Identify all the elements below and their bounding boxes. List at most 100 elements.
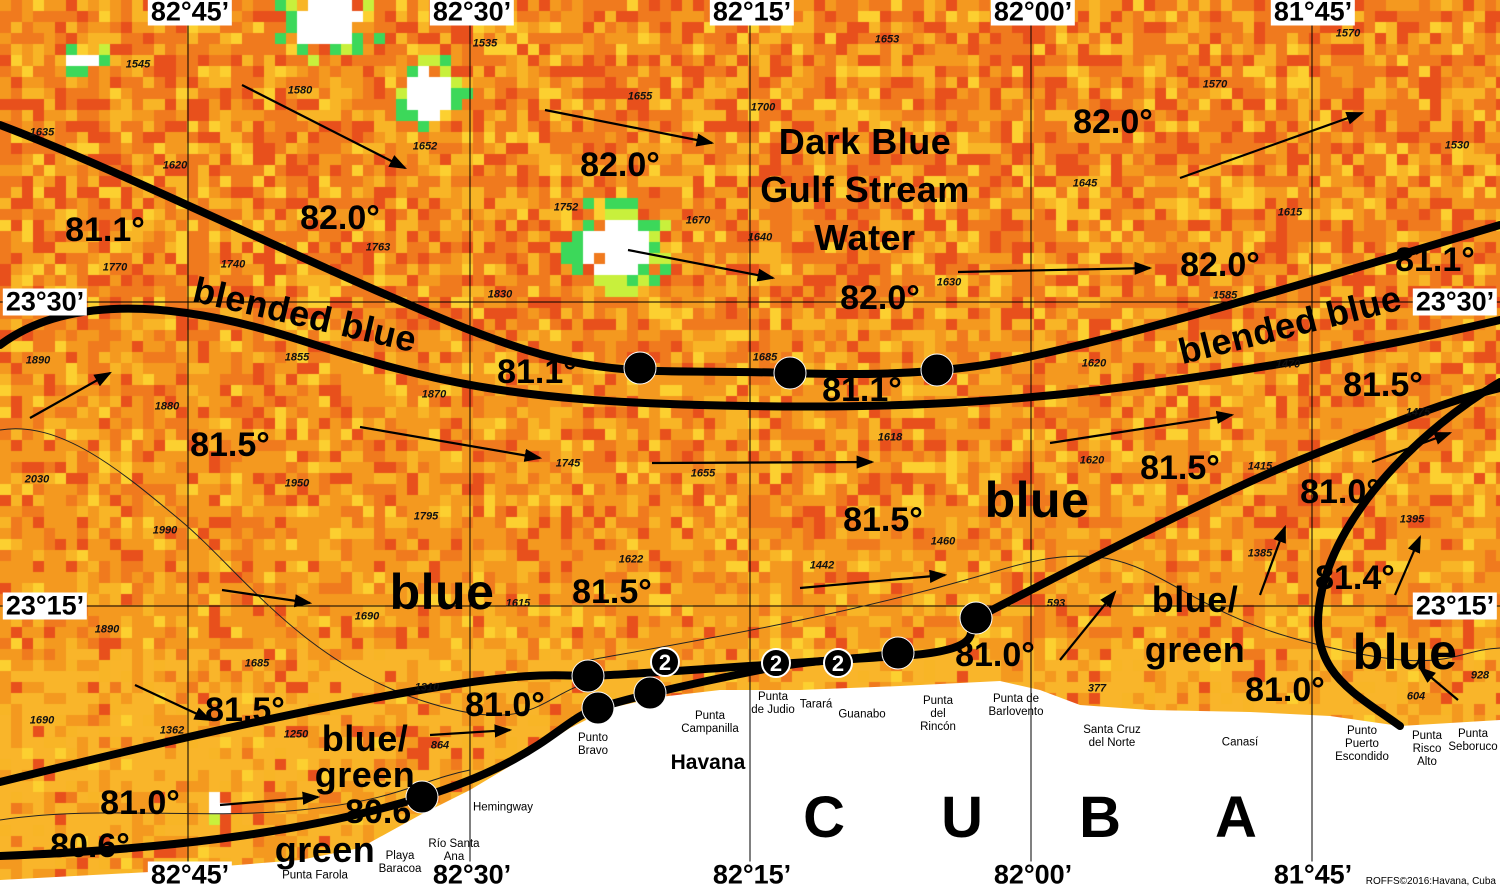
depth-sounding: 1752 xyxy=(553,201,579,214)
depth-sounding: 1630 xyxy=(936,276,962,289)
depth-sounding: 2030 xyxy=(24,473,50,486)
place-label: Playa Baracoa xyxy=(378,849,422,875)
depth-sounding: 1685 xyxy=(752,351,778,364)
latitude-label-left: 23°30’ xyxy=(2,288,88,316)
longitude-label-top: 82°15’ xyxy=(709,0,795,26)
water-type-label: blue xyxy=(389,564,495,620)
depth-contour xyxy=(589,555,1500,662)
temperature-label: 81.5° xyxy=(1343,366,1423,404)
current-arrow-icon xyxy=(1059,590,1117,661)
front-marker-dot-icon xyxy=(773,356,807,390)
temperature-label: 81.0° xyxy=(100,784,180,822)
place-label: Punta Campanilla xyxy=(681,709,739,735)
temperature-label: 81.1° xyxy=(822,371,902,409)
place-label: Punta Risco Alto xyxy=(1411,730,1443,769)
longitude-label-bottom: 82°45’ xyxy=(147,861,233,889)
depth-sounding: 1545 xyxy=(125,58,151,71)
gulf-stream-label: Water xyxy=(814,217,916,258)
depth-sounding: 1585 xyxy=(1212,289,1238,302)
water-type-label: blue xyxy=(984,472,1090,528)
buoy-marker-icon xyxy=(650,647,680,677)
depth-sounding: 1570 xyxy=(1335,27,1361,40)
temperature-label: 81.5° xyxy=(843,501,923,539)
depth-sounding: 1870 xyxy=(421,388,447,401)
longitude-label-bottom: 82°15’ xyxy=(709,861,795,889)
current-arrow-icon xyxy=(429,724,513,738)
temperature-label: 82.0° xyxy=(300,199,380,237)
latitude-label-right: 23°15’ xyxy=(1412,592,1498,620)
longitude-label-top: 82°30’ xyxy=(429,0,515,26)
place-label: Tarará xyxy=(799,698,833,711)
copyright: ROFFS©2016:Havana, Cuba xyxy=(1365,876,1496,887)
depth-sounding: 1475 xyxy=(1405,406,1431,419)
place-label: Punta de Barlovento xyxy=(988,692,1044,718)
temperature-label: 81.4° xyxy=(1315,559,1395,597)
depth-sounding: 1670 xyxy=(685,214,711,227)
depth-sounding: 1740 xyxy=(220,258,246,271)
gulf-stream-label: Gulf Stream xyxy=(760,169,970,210)
depth-sounding: 1763 xyxy=(365,241,391,254)
front-marker-dot-icon xyxy=(881,636,915,670)
place-label: Punta del Rincón xyxy=(920,695,956,734)
depth-sounding: 1990 xyxy=(152,524,178,537)
current-arrow-icon xyxy=(1258,524,1287,596)
depth-sounding: 1770 xyxy=(102,261,128,274)
front-marker-dot-icon xyxy=(571,659,605,693)
depth-sounding: 1385 xyxy=(1247,547,1273,560)
longitude-label-bottom: 82°00’ xyxy=(990,861,1076,889)
temperature-label: 81.5° xyxy=(205,691,285,729)
temperature-label: 80.6° xyxy=(50,827,130,865)
depth-sounding: 1880 xyxy=(154,400,180,413)
buoy-marker-label: 2 xyxy=(659,650,671,675)
front-marker-dot-icon xyxy=(623,351,657,385)
water-type-label: green xyxy=(314,754,416,795)
longitude-label-bottom: 81°45’ xyxy=(1270,861,1356,889)
place-label: Canasí xyxy=(1221,736,1259,749)
depth-sounding: 1470 xyxy=(1275,358,1301,371)
temperature-label: 81.0° xyxy=(1245,671,1325,709)
longitude-label-top: 82°00’ xyxy=(990,0,1076,26)
depth-sounding: 1618 xyxy=(877,431,903,444)
depth-sounding: 1620 xyxy=(1079,454,1105,467)
temperature-label: 82.0° xyxy=(580,146,660,184)
current-arrow-icon xyxy=(627,248,776,282)
place-label: Punto Puerto Escondido xyxy=(1335,725,1389,764)
depth-sounding: 928 xyxy=(1470,669,1490,682)
depth-sounding: 1700 xyxy=(750,101,776,114)
front-marker-dot-icon xyxy=(959,601,993,635)
depth-sounding: 1535 xyxy=(472,37,498,50)
depth-sounding: 1653 xyxy=(874,33,900,46)
depth-sounding: 604 xyxy=(1406,690,1426,703)
place-label: Hemingway xyxy=(472,801,534,814)
front-marker-dot-icon xyxy=(633,676,667,710)
temperature-break-line xyxy=(0,304,1500,411)
depth-sounding: 1855 xyxy=(284,351,310,364)
depth-sounding: 1690 xyxy=(354,610,380,623)
place-label: Punta Farola xyxy=(282,869,348,882)
current-arrow-icon xyxy=(221,588,313,608)
current-arrow-icon xyxy=(544,108,715,147)
buoy-marker-label: 2 xyxy=(832,651,844,676)
depth-sounding: 1795 xyxy=(413,510,439,523)
temperature-break-line xyxy=(1314,378,1500,730)
depth-sounding: 864 xyxy=(430,739,450,752)
depth-sounding: 1635 xyxy=(29,126,55,139)
current-arrow-icon xyxy=(134,684,212,721)
current-arrow-icon xyxy=(29,371,112,419)
temperature-label: 82.0° xyxy=(840,279,920,317)
depth-sounding: 1652 xyxy=(412,140,438,153)
temperature-label: 80.6° xyxy=(345,793,425,831)
temperature-label: 81.1° xyxy=(1395,241,1475,279)
depth-sounding: 1950 xyxy=(284,477,310,490)
temperature-label: 81.0° xyxy=(465,686,545,724)
current-arrow-icon xyxy=(359,425,543,462)
temperature-label: 82.0° xyxy=(1073,103,1153,141)
front-marker-dot-icon xyxy=(920,353,954,387)
depth-sounding: 1570 xyxy=(1202,78,1228,91)
current-arrow-icon xyxy=(799,569,948,590)
buoy-marker-icon xyxy=(823,648,853,678)
depth-sounding: 1745 xyxy=(555,457,581,470)
depth-sounding: 593 xyxy=(1046,597,1066,610)
buoy-marker-label: 2 xyxy=(770,651,782,676)
temperature-label: 81.1° xyxy=(65,211,145,249)
